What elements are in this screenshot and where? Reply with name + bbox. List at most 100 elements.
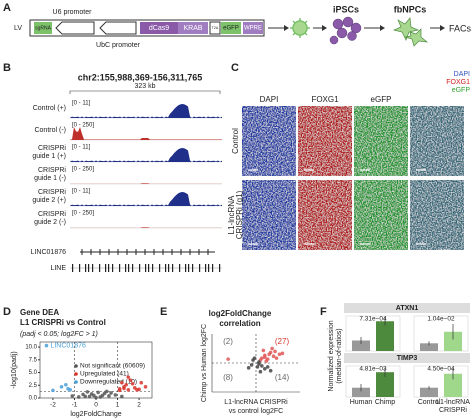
column-label: FOXG1 bbox=[311, 95, 339, 104]
point bbox=[261, 348, 266, 353]
quadrant-count: (27) bbox=[275, 337, 290, 346]
point bbox=[258, 369, 263, 374]
arrowhead bbox=[322, 25, 327, 31]
repeat-element bbox=[168, 264, 170, 272]
part-label: T2A bbox=[212, 26, 219, 30]
locus: chr2:155,988,369-156,311,765 bbox=[78, 72, 203, 82]
panel-label: D bbox=[3, 306, 11, 318]
bar bbox=[420, 387, 438, 397]
repeat-element bbox=[145, 264, 147, 272]
y-tick-label: 0.0 bbox=[29, 396, 38, 402]
quadrant-count: (2) bbox=[223, 337, 233, 346]
p-value: 4.81e−03 bbox=[359, 366, 387, 373]
x-tick-label: Chimp bbox=[374, 399, 396, 406]
bar bbox=[352, 387, 370, 397]
p-value: 1.04e−02 bbox=[427, 316, 455, 323]
gene-name: ATXN1 bbox=[396, 305, 419, 312]
chart-title: log2FoldChange bbox=[209, 309, 272, 318]
point bbox=[96, 390, 100, 395]
sgrna-box bbox=[34, 22, 52, 34]
x-tick-label: Human bbox=[349, 399, 373, 406]
coverage bbox=[70, 227, 222, 228]
point bbox=[263, 355, 267, 360]
quadrant-count: (8) bbox=[223, 373, 233, 382]
repeat-element bbox=[99, 264, 101, 272]
repeat-element bbox=[85, 264, 87, 272]
micrograph-signal bbox=[298, 106, 352, 176]
repeat-element bbox=[132, 264, 134, 272]
repeat-element bbox=[105, 264, 107, 272]
row-label: Control bbox=[231, 128, 240, 154]
vector-label: LV bbox=[14, 25, 22, 32]
bar bbox=[444, 373, 462, 397]
ipsc-cells bbox=[329, 16, 362, 45]
point bbox=[81, 392, 85, 397]
point bbox=[126, 388, 131, 392]
y-tick-label: 7.5 bbox=[29, 357, 38, 363]
y-tick-label: 2.5 bbox=[29, 383, 38, 389]
egfp-box bbox=[221, 22, 241, 34]
point bbox=[44, 343, 49, 348]
coverage bbox=[70, 192, 222, 206]
merge-legend: eGFP bbox=[452, 87, 471, 94]
u6-arrow bbox=[55, 21, 95, 35]
chart-title: correlation bbox=[219, 319, 260, 328]
repeat-element bbox=[92, 264, 94, 272]
micrograph-signal bbox=[242, 106, 296, 176]
legend-marker bbox=[74, 372, 78, 376]
arrowhead bbox=[440, 25, 445, 31]
point bbox=[94, 395, 98, 400]
column-label: DAPI bbox=[260, 95, 279, 104]
track-label: CRISPRi bbox=[38, 167, 66, 174]
point bbox=[76, 395, 81, 399]
repeat-element bbox=[159, 264, 161, 272]
bar bbox=[376, 321, 394, 351]
point bbox=[135, 388, 139, 392]
point bbox=[85, 390, 90, 394]
point bbox=[87, 394, 92, 399]
repeat-element bbox=[179, 264, 181, 272]
subplot-frame bbox=[413, 365, 469, 398]
point bbox=[104, 389, 109, 394]
point bbox=[280, 351, 285, 356]
gene-label: LINC01876 bbox=[31, 249, 67, 256]
legend-marker bbox=[74, 380, 78, 384]
wpre-box bbox=[243, 22, 263, 34]
track-label: CRISPRi bbox=[38, 189, 66, 196]
x-tick-label: -2 bbox=[50, 402, 56, 409]
point bbox=[268, 368, 273, 373]
track-label: guide 2 (-) bbox=[34, 219, 66, 226]
point bbox=[59, 385, 64, 389]
subplot-frame bbox=[345, 315, 401, 352]
scale-label: 323 kb bbox=[134, 83, 155, 90]
point bbox=[265, 365, 270, 369]
point bbox=[255, 365, 260, 369]
repeat-label: LINE bbox=[50, 265, 66, 272]
panel-c: C DAPI FOXG1 eGFP DAPI FOXG1 eGFPControlL1… bbox=[227, 62, 470, 256]
point bbox=[109, 391, 113, 395]
x-tick-label: 0 bbox=[94, 402, 98, 409]
point bbox=[260, 364, 264, 368]
subplot-frame bbox=[345, 365, 401, 398]
virus bbox=[290, 18, 310, 38]
point bbox=[68, 388, 72, 392]
stage-label: fbNPCs bbox=[394, 4, 427, 14]
track-label: Control (+) bbox=[33, 105, 66, 112]
point bbox=[267, 352, 272, 357]
quadrant-count: (14) bbox=[275, 373, 290, 382]
arrowhead bbox=[380, 25, 385, 31]
repeat-element bbox=[205, 264, 207, 272]
point bbox=[249, 363, 254, 367]
repeat-element bbox=[185, 264, 187, 272]
point bbox=[246, 366, 251, 370]
arrowhead bbox=[284, 25, 289, 31]
bar bbox=[444, 331, 462, 351]
coverage bbox=[70, 183, 222, 184]
construct bbox=[29, 19, 265, 37]
point bbox=[128, 378, 133, 382]
point bbox=[139, 380, 144, 385]
micrograph-signal bbox=[354, 180, 408, 250]
repeat-element bbox=[192, 264, 194, 272]
point bbox=[70, 394, 75, 398]
